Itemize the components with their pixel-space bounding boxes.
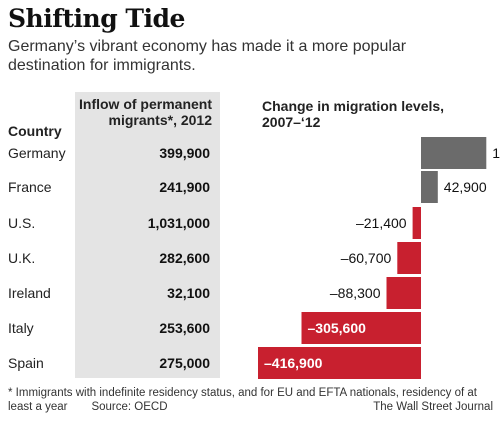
bar-value-label: –21,400 bbox=[356, 215, 407, 231]
inflow-column-shade bbox=[75, 92, 220, 378]
bar-france bbox=[421, 171, 438, 203]
table-row-uk: U.K. 282,600 bbox=[0, 241, 500, 275]
inflow-value: 1,031,000 bbox=[147, 215, 210, 231]
table-row-us: U.S. 1,031,000 bbox=[0, 206, 500, 240]
inflow-value: 241,900 bbox=[159, 179, 210, 195]
country-label: Germany bbox=[8, 145, 66, 161]
bar-value-label: 167,100 bbox=[492, 145, 500, 161]
bar-us bbox=[412, 207, 421, 239]
bar-value-label: –305,600 bbox=[308, 320, 367, 336]
inflow-value: 399,900 bbox=[159, 145, 210, 161]
inflow-value: 275,000 bbox=[159, 355, 210, 371]
inflow-value: 253,600 bbox=[159, 320, 210, 336]
footnote: * Immigrants with indefinite residency s… bbox=[8, 387, 477, 399]
bar-value-label: –60,700 bbox=[341, 250, 392, 266]
country-label: France bbox=[8, 179, 52, 195]
table-row-ireland: Ireland 32,100 bbox=[0, 276, 500, 310]
bar-italy bbox=[301, 312, 421, 344]
bar-value-label: –416,900 bbox=[264, 355, 323, 371]
table-row-italy: Italy 253,600 bbox=[0, 311, 500, 345]
publisher-credit: The Wall Street Journal bbox=[373, 401, 493, 413]
table-row-spain: Spain 275,000 bbox=[0, 346, 500, 380]
inflow-value: 282,600 bbox=[159, 250, 210, 266]
source-label: Source: OECD bbox=[91, 401, 168, 413]
country-label: U.K. bbox=[8, 250, 36, 266]
footnote-second-line: least a year Source: OECD The Wall Street… bbox=[8, 400, 493, 414]
table-row-germany: Germany 399,900 bbox=[0, 136, 500, 170]
bar-germany bbox=[421, 137, 487, 169]
chart-subtitle: Germany’s vibrant economy has made it a … bbox=[8, 38, 407, 74]
bar-ireland bbox=[386, 277, 421, 309]
chart-title: Shifting Tide bbox=[8, 4, 185, 33]
country-label: Spain bbox=[8, 355, 44, 371]
bar-value-label: –88,300 bbox=[330, 285, 381, 301]
change-column-header: Change in migration levels, 2007–‘12 bbox=[262, 98, 445, 130]
country-label: Italy bbox=[8, 320, 34, 336]
country-column-header: Country bbox=[8, 123, 62, 139]
inflow-column-header: Inflow of permanent migrants*, 2012 bbox=[79, 96, 212, 128]
bar-spain bbox=[258, 347, 421, 379]
footnote-continuation: least a year bbox=[8, 401, 68, 413]
bar-value-label: 42,900 bbox=[444, 179, 487, 195]
table-row-france: France 241,900 bbox=[0, 170, 500, 204]
bar-uk bbox=[397, 242, 421, 274]
country-label: U.S. bbox=[8, 215, 36, 231]
inflow-value: 32,100 bbox=[167, 285, 210, 301]
country-label: Ireland bbox=[8, 285, 51, 301]
